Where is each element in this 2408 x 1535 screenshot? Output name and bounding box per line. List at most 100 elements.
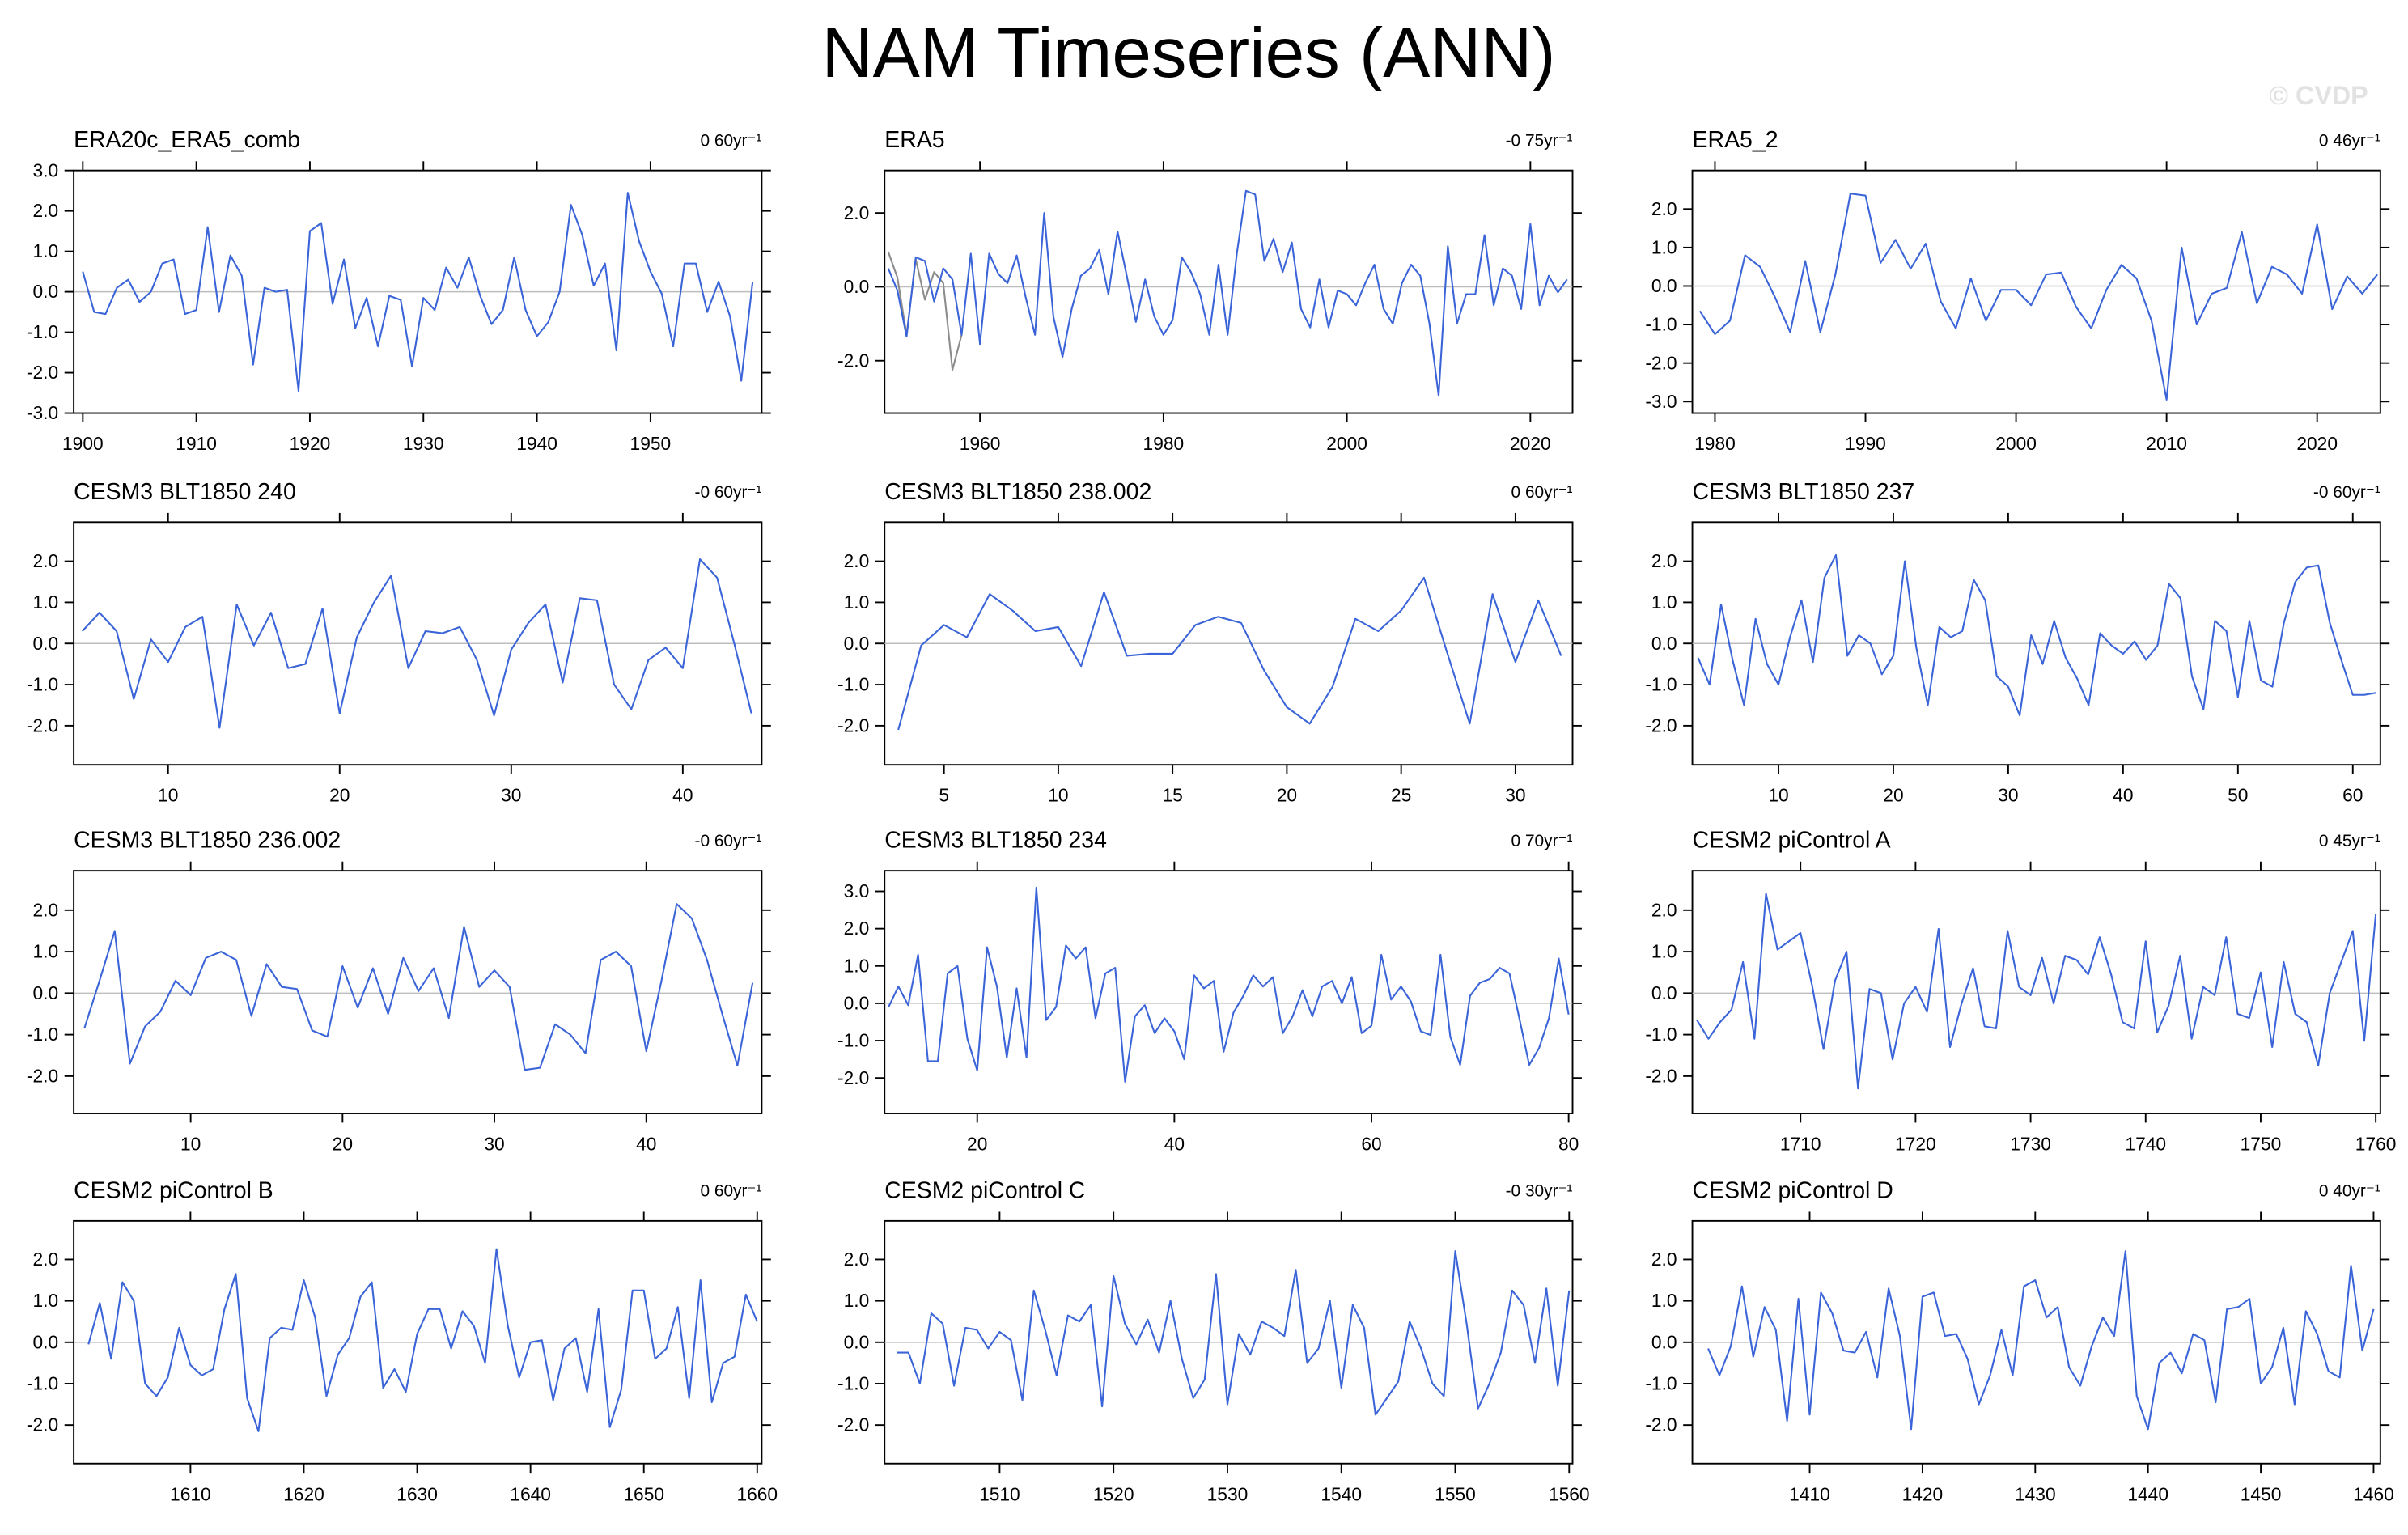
x-tick-label: 2000 (1995, 433, 2037, 454)
x-tick-label: 1980 (1143, 433, 1185, 454)
y-tick-label: -2.0 (837, 714, 869, 736)
panel-title: CESM2 piControl B (74, 1177, 273, 1203)
x-tick-label: 1980 (1694, 433, 1736, 454)
y-tick-label: -1.0 (27, 674, 58, 695)
x-tick-label: 30 (484, 1134, 504, 1155)
x-tick-label: 20 (329, 785, 350, 806)
x-tick-label: 1410 (1789, 1483, 1830, 1504)
y-tick-label: 0.0 (32, 1331, 58, 1352)
panel-title: CESM2 piControl C (884, 1177, 1085, 1203)
x-tick-label: 40 (1164, 1134, 1185, 1155)
series-line (887, 189, 1568, 397)
y-tick-label: -2.0 (1645, 714, 1677, 736)
y-tick-label: 2.0 (32, 200, 58, 221)
x-tick-label: 40 (2113, 785, 2133, 806)
panel-title: CESM3 BLT1850 237 (1693, 479, 1915, 505)
y-tick-label: -2.0 (837, 1414, 869, 1435)
x-tick-label: 1720 (1895, 1134, 1936, 1155)
y-tick-label: 1.0 (844, 1290, 870, 1311)
x-tick-label: 1950 (630, 433, 672, 454)
y-tick-label: -2.0 (1645, 1414, 1677, 1435)
trend-label: -0 75yr⁻¹ (1506, 131, 1573, 150)
y-tick-label: 1.0 (844, 592, 870, 613)
y-tick-label: 3.0 (844, 880, 870, 901)
x-tick-label: 1930 (403, 433, 444, 454)
y-tick-label: -1.0 (27, 1024, 58, 1045)
y-tick-label: 2.0 (844, 918, 870, 939)
x-tick-label: 1620 (283, 1483, 324, 1504)
y-tick-label: 1.0 (1651, 941, 1677, 962)
panel-title: CESM2 piControl D (1693, 1177, 1893, 1203)
y-tick-label: 0.0 (1651, 1331, 1677, 1352)
y-tick-label: 2.0 (1651, 198, 1677, 219)
y-tick-label: 1.0 (1651, 1290, 1677, 1311)
trend-label: 0 70yr⁻¹ (1511, 832, 1573, 850)
panel-title: CESM3 BLT1850 240 (74, 479, 296, 505)
x-tick-label: 1560 (1549, 1483, 1590, 1504)
trend-label: 0 40yr⁻¹ (2319, 1182, 2380, 1201)
x-tick-label: 1760 (2355, 1134, 2397, 1155)
y-tick-label: -1.0 (1645, 1373, 1677, 1394)
x-tick-label: 1900 (62, 433, 104, 454)
panel-title: CESM3 BLT1850 236.002 (74, 828, 341, 854)
y-tick-label: -2.0 (1645, 1065, 1677, 1086)
y-tick-label: 0.0 (1651, 275, 1677, 296)
x-tick-label: 1550 (1435, 1483, 1476, 1504)
series-line (888, 886, 1570, 1083)
trend-label: -0 30yr⁻¹ (1506, 1182, 1573, 1201)
y-tick-label: 1.0 (1651, 236, 1677, 257)
x-tick-label: 80 (1558, 1134, 1579, 1155)
trend-label: 0 45yr⁻¹ (2319, 832, 2380, 850)
x-tick-label: 20 (967, 1134, 987, 1155)
panel-title: ERA20c_ERA5_comb (74, 127, 300, 153)
y-tick-label: -1.0 (837, 1373, 869, 1394)
x-tick-label: 1750 (2241, 1134, 2282, 1155)
y-tick-label: 0.0 (844, 633, 870, 654)
plot-frame (1691, 870, 2381, 1114)
x-tick-label: 1910 (176, 433, 217, 454)
x-tick-label: 30 (501, 785, 521, 806)
x-tick-label: 2020 (2296, 433, 2338, 454)
x-tick-label: 1940 (516, 433, 557, 454)
series-line (897, 1250, 1571, 1416)
y-tick-label: 0.0 (32, 281, 58, 302)
series-line (1707, 1250, 2375, 1431)
y-tick-label: 1.0 (844, 955, 870, 976)
y-tick-label: 1.0 (32, 240, 58, 261)
y-tick-label: 2.0 (1651, 550, 1677, 571)
panel-title: CESM3 BLT1850 238.002 (884, 479, 1151, 505)
y-tick-label: 0.0 (32, 633, 58, 654)
x-tick-label: 10 (158, 785, 178, 806)
series-line (1696, 893, 2377, 1090)
x-tick-label: 1610 (170, 1483, 211, 1504)
series-line (87, 1248, 758, 1432)
y-tick-label: 2.0 (844, 550, 870, 571)
y-tick-label: 0.0 (1651, 982, 1677, 1003)
y-tick-label: 0.0 (1651, 633, 1677, 654)
x-tick-label: 1730 (2010, 1134, 2051, 1155)
y-tick-label: 2.0 (32, 550, 58, 571)
y-tick-label: 1.0 (32, 941, 58, 962)
trend-label: -0 60yr⁻¹ (2313, 483, 2380, 502)
x-tick-label: 1630 (396, 1483, 438, 1504)
y-tick-label: -1.0 (27, 321, 58, 342)
y-tick-label: 1.0 (32, 1290, 58, 1311)
y-tick-label: 1.0 (32, 592, 58, 613)
y-tick-label: -2.0 (1645, 352, 1677, 373)
trend-label: 0 60yr⁻¹ (1511, 483, 1573, 502)
trend-label: 0 60yr⁻¹ (700, 131, 761, 150)
x-tick-label: 2020 (1510, 433, 1551, 454)
y-tick-label: 0.0 (32, 982, 58, 1003)
y-tick-label: 0.0 (844, 993, 870, 1014)
x-tick-label: 2000 (1326, 433, 1367, 454)
y-tick-label: 0.0 (844, 1331, 870, 1352)
x-tick-label: 1640 (510, 1483, 551, 1504)
panel-title: ERA5 (884, 127, 944, 153)
x-tick-label: 1430 (2015, 1483, 2056, 1504)
x-tick-label: 30 (1505, 785, 1525, 806)
y-tick-label: -2.0 (837, 350, 869, 371)
plot-frame (1691, 169, 2381, 414)
y-tick-label: -1.0 (837, 674, 869, 695)
panel-title: ERA5_2 (1693, 127, 1778, 153)
